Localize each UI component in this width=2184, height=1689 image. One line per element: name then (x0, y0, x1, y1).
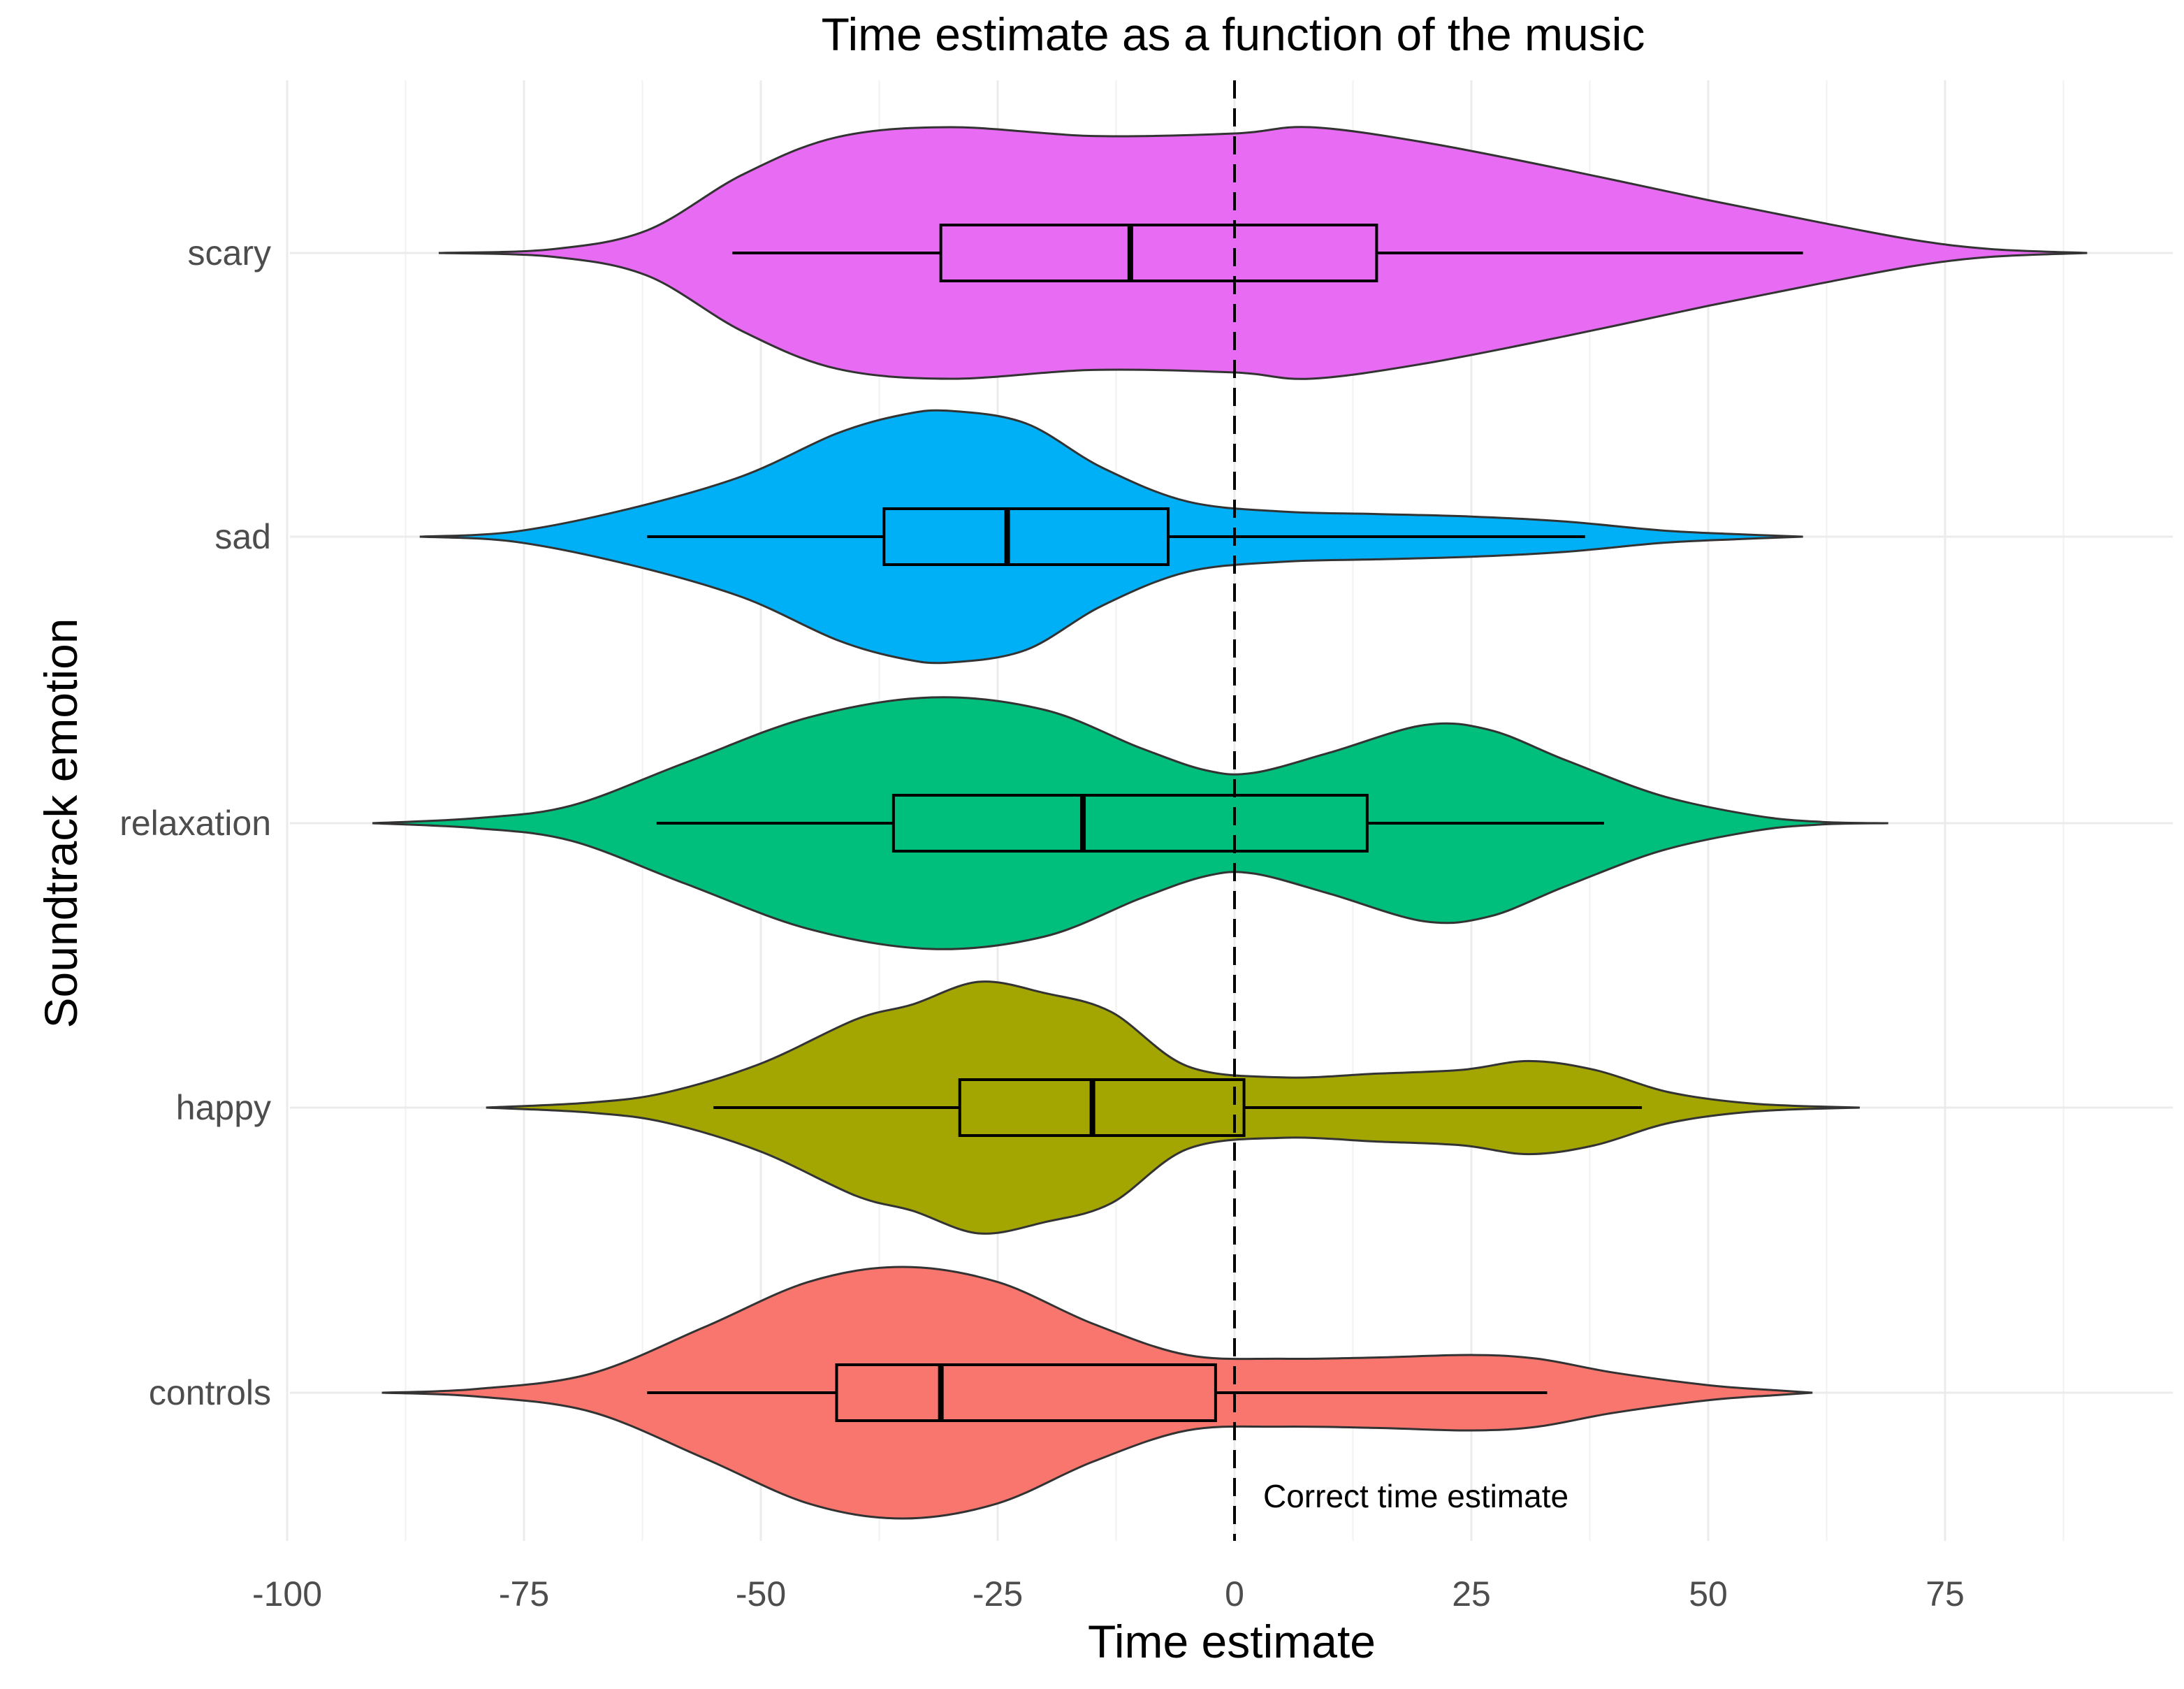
box-scary (939, 224, 1378, 282)
x-tick-label: -100 (252, 1574, 322, 1614)
box-relaxation (891, 794, 1369, 853)
chart-title: Time estimate as a function of the music (822, 8, 1645, 60)
violins (372, 126, 2088, 1520)
x-tick-label: -50 (736, 1574, 786, 1614)
violin-sad (419, 409, 1803, 665)
x-tick-label: 75 (1925, 1574, 1965, 1614)
y-tick-label-happy: happy (176, 1088, 271, 1127)
x-tick-label: 25 (1452, 1574, 1491, 1614)
y-tick-label-relaxation: relaxation (119, 804, 271, 843)
y-tick-label-sad: sad (214, 517, 271, 556)
y-axis-title: Soundtrack emotion (35, 618, 87, 1028)
y-tick-label-controls: controls (149, 1373, 271, 1412)
violin-happy (486, 980, 1861, 1235)
violin-scary (438, 126, 2088, 380)
x-tick-label: 50 (1689, 1574, 1728, 1614)
box-sad (882, 507, 1170, 566)
x-axis-title: Time estimate (1088, 1616, 1376, 1667)
violin-controls (381, 1266, 1813, 1520)
tick-labels: -100 -75 -50 -25 0 25 50 75 scary sad relaxation ha… (119, 233, 1965, 1614)
boxplots (647, 224, 1803, 1422)
x-tick-label: -75 (499, 1574, 549, 1614)
violin-relaxation (372, 696, 1888, 950)
x-tick-label: 0 (1225, 1574, 1244, 1614)
box-controls (835, 1363, 1217, 1422)
x-tick-label: -25 (973, 1574, 1023, 1614)
reference-line-label: Correct time estimate (1263, 1478, 1568, 1514)
box-happy (958, 1078, 1246, 1137)
y-tick-label-scary: scary (188, 233, 271, 273)
